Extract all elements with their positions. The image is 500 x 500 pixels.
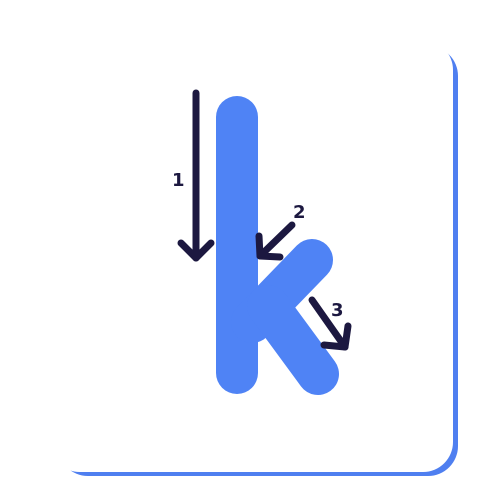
stroke-arrow-1 bbox=[177, 89, 215, 262]
stroke-number-3: 3 bbox=[331, 300, 344, 321]
stroke-arrow-2 bbox=[255, 221, 296, 261]
stroke-number-1: 1 bbox=[172, 170, 185, 191]
stroke-arrow-3 bbox=[308, 296, 352, 351]
letter-k bbox=[216, 96, 339, 395]
stroke-number-2: 2 bbox=[293, 202, 306, 223]
letter-k-lower-leg bbox=[247, 285, 339, 395]
